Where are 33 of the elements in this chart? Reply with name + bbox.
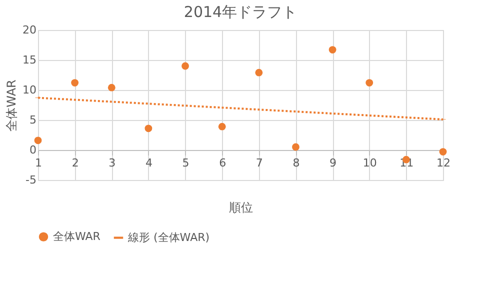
x-tick-label: 6 <box>219 156 226 170</box>
y-tick-label: 5 <box>30 114 36 126</box>
point <box>71 79 79 86</box>
x-tick-label: 10 <box>362 156 377 170</box>
point <box>292 143 300 151</box>
x-tick-label: 5 <box>182 156 190 170</box>
x-tick-label: 4 <box>145 156 152 170</box>
y-tick-label: -5 <box>26 174 36 186</box>
point <box>108 84 116 92</box>
y-tick-label: 0 <box>30 144 36 156</box>
point <box>366 79 374 86</box>
x-tick-label: 1 <box>35 156 42 170</box>
point <box>328 46 336 54</box>
x-tick-label: 7 <box>256 156 263 170</box>
chart-title: 2014年ドラフト <box>184 3 298 21</box>
y-tick-label: 10 <box>22 84 36 96</box>
y-tick-label: 20 <box>22 24 36 36</box>
point <box>255 68 263 76</box>
y-tick-label: 15 <box>22 54 36 66</box>
point <box>439 148 447 156</box>
legend-label: 線形 (全体WAR) <box>127 230 210 244</box>
legend-label: 全体WAR <box>53 230 101 243</box>
point <box>182 62 189 70</box>
y-axis-title: 全体WAR <box>4 80 19 132</box>
point <box>34 136 42 144</box>
x-tick-label: 9 <box>330 156 337 170</box>
x-axis-title: 順位 <box>229 200 253 214</box>
point <box>218 122 226 130</box>
x-tick-label: 8 <box>292 156 300 170</box>
point <box>144 124 152 132</box>
x-tick-label: 12 <box>436 156 450 170</box>
x-tick-label: 2 <box>72 156 79 170</box>
x-tick-label: 3 <box>108 156 116 170</box>
